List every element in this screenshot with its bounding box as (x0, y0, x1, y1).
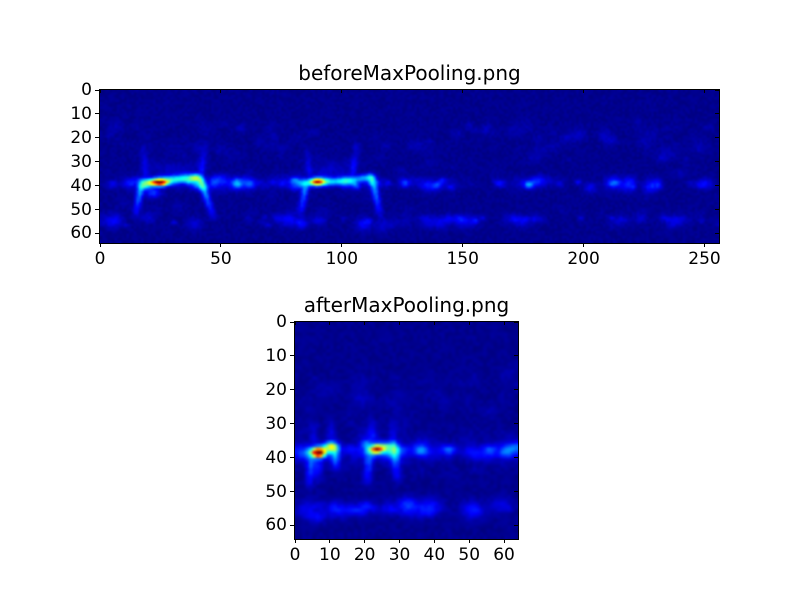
x-tick-label: 0 (289, 545, 301, 565)
y-tick-mark-right (715, 113, 719, 115)
y-tick-mark-right (514, 491, 518, 493)
x-tick-mark (341, 243, 343, 247)
y-tick-label: 30 (70, 151, 92, 172)
x-tick-mark-top (329, 322, 331, 325)
y-tick-mark-right (514, 524, 518, 526)
x-tick-label: 10 (319, 545, 341, 565)
y-tick-mark-right (715, 209, 719, 211)
y-tick-label: 0 (276, 312, 287, 332)
y-tick-mark (95, 209, 99, 211)
y-tick-label: 20 (70, 127, 92, 148)
y-tick-mark-right (715, 89, 719, 91)
x-tick-label: 250 (688, 249, 721, 269)
x-tick-label: 30 (388, 545, 411, 565)
y-tick-mark-right (715, 185, 719, 187)
y-tick-label: 20 (265, 379, 287, 400)
y-tick-mark-right (514, 423, 518, 425)
y-tick-label: 10 (70, 103, 92, 124)
x-tick-mark-top (341, 90, 343, 93)
y-tick-label: 40 (70, 175, 92, 196)
x-tick-mark-top (462, 90, 464, 93)
y-tick-mark (290, 524, 294, 526)
x-tick-mark-top (220, 90, 222, 93)
y-tick-mark-right (715, 137, 719, 139)
y-tick-mark (95, 89, 99, 91)
x-tick-mark (220, 243, 222, 247)
x-tick-label: 150 (446, 249, 479, 269)
x-tick-mark-top (583, 90, 585, 93)
y-tick-mark (290, 491, 294, 493)
x-tick-mark-top (99, 90, 101, 93)
x-tick-label: 100 (325, 249, 359, 269)
x-tick-mark-top (503, 322, 505, 325)
y-tick-mark-right (514, 321, 518, 323)
y-tick-label: 50 (265, 481, 287, 502)
x-tick-mark-top (294, 322, 296, 325)
y-tick-mark-right (514, 457, 518, 459)
y-tick-mark (290, 355, 294, 357)
y-tick-label: 0 (81, 80, 92, 100)
y-tick-mark-right (715, 161, 719, 163)
y-tick-mark (95, 113, 99, 115)
y-tick-mark (290, 321, 294, 323)
before-maxpooling-heatmap (100, 90, 719, 243)
x-tick-label: 200 (567, 249, 600, 269)
before-maxpooling-axes: beforeMaxPooling.png 0 10 20 30 40 50 60 0 50 100… (70, 62, 720, 268)
y-tick-mark (95, 161, 99, 163)
x-tick-mark (99, 243, 101, 247)
y-tick-mark (290, 423, 294, 425)
x-tick-label: 60 (493, 545, 515, 565)
y-tick-mark-right (715, 232, 719, 234)
after-maxpooling-axes: afterMaxPooling.png 0 10 20 30 40 50 60 0 10 20 30… (265, 294, 519, 564)
x-tick-mark-top (399, 322, 401, 325)
x-tick-label: 0 (94, 249, 106, 269)
x-tick-mark-top (364, 322, 366, 325)
y-tick-label: 10 (265, 345, 287, 366)
y-tick-label: 60 (70, 223, 92, 244)
after-maxpooling-heatmap (295, 322, 518, 539)
y-tick-mark (95, 137, 99, 139)
x-tick-label: 50 (458, 545, 481, 565)
y-tick-label: 60 (265, 515, 287, 536)
x-tick-mark (364, 539, 366, 543)
x-tick-mark (294, 539, 296, 543)
y-tick-label: 50 (70, 199, 92, 220)
x-tick-mark-top (468, 322, 470, 325)
y-tick-label: 30 (265, 413, 287, 434)
before-maxpooling-title: beforeMaxPooling.png (298, 61, 521, 85)
x-tick-mark-top (703, 90, 705, 93)
x-tick-mark (462, 243, 464, 247)
y-tick-mark-right (514, 355, 518, 357)
x-tick-label: 40 (423, 545, 446, 565)
x-tick-mark (399, 539, 401, 543)
x-tick-label: 20 (353, 545, 376, 565)
x-tick-mark (503, 539, 505, 543)
y-tick-mark (95, 232, 99, 234)
y-tick-mark (290, 457, 294, 459)
x-tick-mark-top (433, 322, 435, 325)
x-tick-mark (433, 539, 435, 543)
y-tick-mark (95, 185, 99, 187)
x-tick-label: 50 (210, 249, 232, 269)
y-tick-mark (290, 389, 294, 391)
x-tick-mark (703, 243, 705, 247)
x-tick-mark (583, 243, 585, 247)
x-tick-mark (468, 539, 470, 543)
x-tick-mark (329, 539, 331, 543)
after-maxpooling-title: afterMaxPooling.png (303, 293, 510, 317)
y-tick-label: 40 (265, 447, 287, 468)
y-tick-mark-right (514, 389, 518, 391)
